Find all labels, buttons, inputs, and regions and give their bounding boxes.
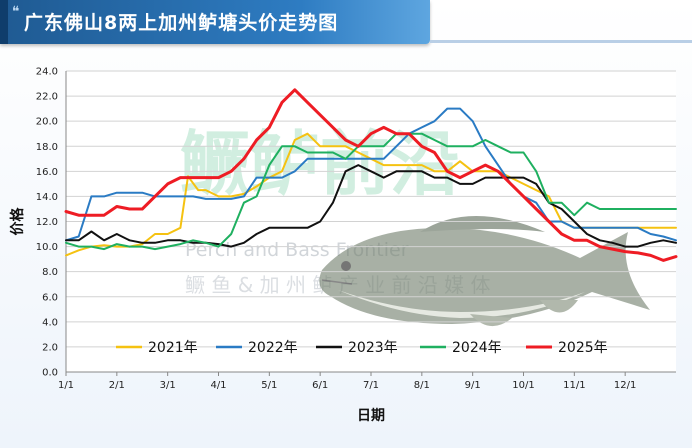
x-tick-label: 6/1 [312, 380, 328, 391]
fish-illustration [319, 216, 650, 327]
y-tick-label: 12.0 [36, 217, 58, 228]
header-rule [430, 40, 692, 43]
series-line-2024年 [65, 132, 677, 251]
x-tick-label: 4/1 [210, 380, 226, 391]
series-line-2025年 [64, 88, 678, 262]
legend-label: 2024年 [452, 340, 502, 356]
series-line-2022年 [65, 107, 677, 242]
title-banner: ❝ 广东佛山8两上加州鲈塘头价走势图 [0, 0, 430, 44]
y-tick-label: 22.0 [36, 92, 58, 103]
quote-icon: ❝ [12, 4, 20, 20]
y-tick-label: 18.0 [36, 142, 58, 153]
x-tick-label: 12/1 [614, 380, 636, 391]
legend-label: 2022年 [248, 340, 298, 356]
legend-label: 2021年 [148, 340, 198, 356]
y-tick-label: 6.0 [42, 292, 58, 303]
x-tick-label: 9/1 [465, 380, 481, 391]
legend-label: 2023年 [348, 340, 398, 356]
y-tick-label: 16.0 [36, 167, 58, 178]
y-tick-label: 0.0 [42, 368, 58, 379]
series-line-2023年 [65, 164, 677, 248]
x-tick-label: 8/1 [414, 380, 430, 391]
y-tick-label: 14.0 [36, 192, 58, 203]
title-accent-bar [0, 0, 8, 44]
x-tick-label: 7/1 [363, 380, 379, 391]
y-tick-label: 10.0 [36, 242, 58, 253]
page-title: 广东佛山8两上加州鲈塘头价走势图 [24, 12, 339, 34]
x-tick-label: 1/1 [58, 380, 74, 391]
legend-label: 2025年 [558, 340, 608, 356]
x-tick-label: 5/1 [261, 380, 277, 391]
x-tick-label: 3/1 [160, 380, 176, 391]
y-tick-label: 2.0 [42, 342, 58, 353]
watermark-brand: 鳜鲈前沿 [180, 123, 460, 205]
x-axis-title: 日期 [357, 408, 385, 424]
y-tick-label: 8.0 [42, 267, 58, 278]
y-axis-title: 价格 [9, 207, 26, 236]
y-tick-label: 24.0 [36, 67, 58, 78]
y-tick-label: 4.0 [42, 317, 58, 328]
y-tick-label: 20.0 [36, 117, 58, 128]
x-tick-label: 10/1 [512, 380, 534, 391]
x-tick-label: 11/1 [563, 380, 585, 391]
x-tick-label: 2/1 [109, 380, 125, 391]
